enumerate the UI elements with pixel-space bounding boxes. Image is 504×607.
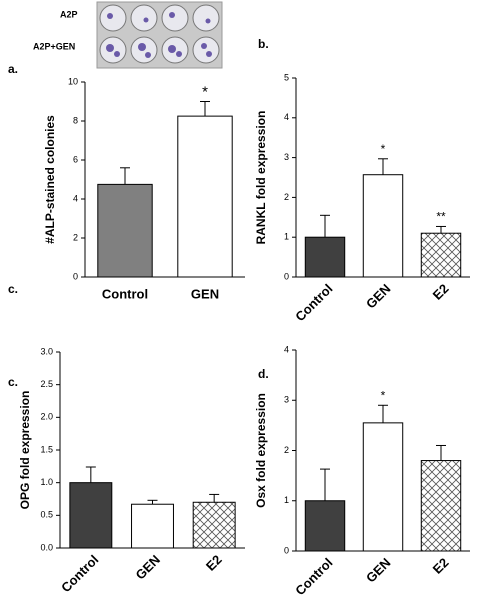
y-tick-label: 1	[284, 232, 289, 242]
panel-label: c.	[8, 282, 18, 296]
x-tick-label: Control	[102, 286, 148, 301]
bar	[304, 500, 346, 552]
bar	[362, 174, 404, 278]
y-axis-title: RANKL fold expression	[254, 111, 268, 245]
y-tick-label: 3	[284, 152, 289, 162]
y-tick-label: 1.5	[40, 444, 53, 454]
y-tick-label: 1	[284, 495, 289, 505]
y-tick-label: 0.0	[40, 542, 53, 552]
y-tick-label: 2.0	[40, 412, 53, 422]
plate-photo	[96, 1, 223, 69]
y-tick-label: 3	[284, 395, 289, 405]
x-tick-label: GEN	[191, 286, 219, 301]
x-tick-label: Control	[58, 552, 101, 595]
y-tick-label: 0.5	[40, 510, 53, 520]
y-tick-label: 4	[73, 193, 78, 203]
bar	[362, 422, 404, 552]
x-tick-label: GEN	[363, 555, 394, 586]
x-tick-label: Control	[292, 281, 335, 324]
y-tick-label: 0	[73, 271, 78, 281]
y-tick-label: 3.0	[40, 346, 53, 356]
x-tick-label: E2	[203, 552, 225, 574]
significance-marker: *	[381, 142, 386, 156]
panel-label: a.	[8, 62, 18, 76]
bar	[192, 501, 236, 549]
significance-marker: **	[436, 210, 446, 224]
y-tick-label: 5	[284, 72, 289, 82]
bar	[177, 115, 233, 278]
bar	[131, 503, 174, 549]
y-tick-label: 2	[73, 232, 78, 242]
y-tick-label: 2	[284, 192, 289, 202]
significance-marker: *	[381, 388, 386, 402]
y-tick-label: 1.0	[40, 477, 53, 487]
y-tick-label: 6	[73, 154, 78, 164]
y-tick-label: 0	[284, 545, 289, 555]
bar	[420, 232, 462, 278]
y-tick-label: 2	[284, 445, 289, 455]
panel-label: b.	[258, 37, 269, 51]
y-tick-label: 0	[284, 271, 289, 281]
bar	[69, 482, 113, 549]
y-axis-title: #ALP-stained colonies	[43, 115, 57, 244]
y-tick-label: 4	[284, 112, 289, 122]
y-axis-title: OPG fold expression	[18, 391, 32, 510]
x-tick-label: GEN	[133, 552, 164, 583]
plate-label: A2P	[60, 9, 78, 19]
y-tick-label: 4	[284, 344, 289, 354]
x-tick-label: GEN	[363, 281, 394, 312]
bar	[420, 460, 462, 552]
x-tick-label: E2	[430, 281, 452, 303]
bar	[304, 236, 346, 278]
y-tick-label: 10	[68, 76, 78, 86]
bar	[97, 183, 153, 278]
y-axis-title: Osx fold expression	[254, 393, 268, 508]
significance-marker: *	[202, 83, 208, 100]
y-tick-label: 8	[73, 115, 78, 125]
plate-label: A2P+GEN	[33, 41, 75, 51]
x-tick-label: Control	[292, 555, 335, 598]
panel-label: c.	[8, 375, 18, 389]
x-tick-label: E2	[430, 555, 452, 577]
y-tick-label: 2.5	[40, 379, 53, 389]
panel-label: d.	[258, 367, 269, 381]
